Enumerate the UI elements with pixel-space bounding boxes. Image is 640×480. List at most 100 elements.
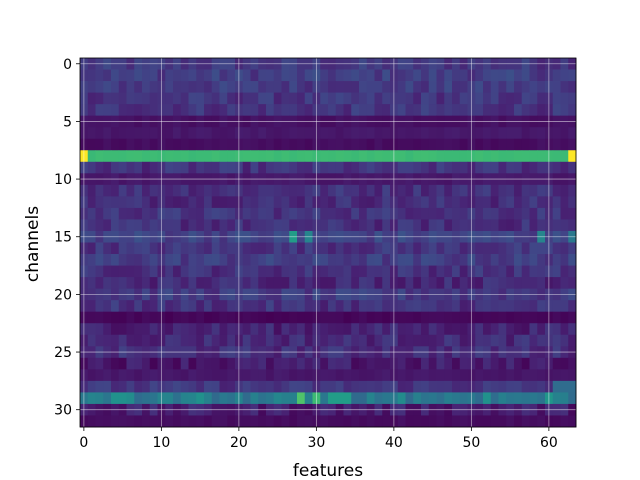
heatmap-cell	[397, 219, 406, 232]
heatmap-cell	[490, 104, 499, 117]
heatmap-cell	[289, 300, 298, 313]
heatmap-cell	[227, 242, 236, 255]
heatmap-cell	[204, 277, 213, 290]
heatmap-cell	[126, 265, 135, 278]
heatmap-cell	[382, 300, 391, 313]
heatmap-cell	[351, 196, 360, 209]
heatmap-cell	[118, 334, 127, 347]
heatmap-cell	[304, 357, 313, 370]
heatmap-cell	[142, 196, 151, 209]
heatmap-cell	[452, 161, 461, 174]
heatmap-cell	[258, 138, 267, 151]
heatmap-cell	[335, 300, 344, 313]
heatmap-cell	[366, 138, 375, 151]
heatmap-cell	[320, 184, 329, 197]
heatmap-cell	[444, 334, 453, 347]
heatmap-cell	[250, 161, 259, 174]
heatmap-cell	[490, 380, 499, 393]
heatmap-cell	[514, 369, 523, 382]
heatmap-cell	[227, 300, 236, 313]
heatmap-cell	[258, 92, 267, 105]
heatmap-cell	[568, 184, 577, 197]
heatmap-cell	[126, 311, 135, 324]
heatmap-cell	[452, 357, 461, 370]
heatmap-cell	[328, 357, 337, 370]
heatmap-cell	[560, 81, 569, 93]
heatmap-cell	[452, 81, 461, 93]
heatmap-cell	[366, 334, 375, 347]
heatmap-cell	[405, 69, 414, 82]
heatmap-cell	[219, 242, 228, 255]
heatmap-cell	[421, 300, 430, 313]
heatmap-cell	[483, 92, 492, 105]
heatmap-cell	[297, 92, 306, 105]
heatmap-cell	[413, 69, 422, 82]
heatmap-cell	[180, 415, 189, 428]
heatmap-cell	[250, 323, 259, 336]
heatmap-cell	[436, 323, 445, 336]
heatmap-cell	[529, 69, 538, 82]
heatmap-cell	[273, 161, 282, 174]
heatmap-cell	[444, 254, 453, 266]
heatmap-cell	[444, 127, 453, 140]
heatmap-cell	[343, 196, 352, 209]
heatmap-cell	[552, 323, 561, 336]
heatmap-cell	[165, 150, 174, 163]
heatmap-cell	[180, 196, 189, 209]
heatmap-cell	[436, 127, 445, 140]
heatmap-cell	[568, 104, 577, 117]
heatmap-cell	[552, 392, 561, 405]
heatmap-cell	[250, 415, 259, 428]
heatmap-cell	[196, 196, 205, 209]
heatmap-cell	[304, 69, 313, 82]
heatmap-cell	[87, 265, 96, 278]
heatmap-cell	[514, 196, 523, 209]
heatmap-cell	[242, 300, 251, 313]
heatmap-cell	[506, 69, 515, 82]
heatmap-cell	[180, 161, 189, 174]
heatmap-cell	[258, 323, 267, 336]
heatmap-cell	[297, 357, 306, 370]
heatmap-cell	[428, 334, 437, 347]
heatmap-cell	[258, 415, 267, 428]
heatmap-cell	[405, 219, 414, 232]
heatmap-cell	[343, 138, 352, 151]
heatmap-cell	[537, 357, 546, 370]
heatmap-cell	[196, 161, 205, 174]
heatmap-cell	[211, 242, 220, 255]
heatmap-cell	[568, 392, 577, 405]
heatmap-cell	[421, 150, 430, 163]
x-axis: 0 10 20 30 40 50 60	[79, 427, 558, 451]
heatmap-cell	[328, 150, 337, 163]
heatmap-cell	[537, 265, 546, 278]
heatmap-cell	[428, 104, 437, 117]
heatmap-cell	[537, 196, 546, 209]
heatmap-cell	[258, 300, 267, 313]
x-tick-label: 10	[152, 435, 170, 451]
x-tick-label: 20	[230, 435, 248, 451]
heatmap-cell	[552, 300, 561, 313]
heatmap-cell	[506, 81, 515, 93]
heatmap-cell	[529, 196, 538, 209]
heatmap-cell	[126, 161, 135, 174]
heatmap-cell	[304, 415, 313, 428]
heatmap-cell	[149, 369, 158, 382]
heatmap-cell	[498, 138, 507, 151]
heatmap-cell	[397, 150, 406, 163]
heatmap-cell	[196, 415, 205, 428]
heatmap-cell	[149, 161, 158, 174]
heatmap-cell	[289, 150, 298, 163]
heatmap-cell	[266, 81, 275, 93]
heatmap-cell	[297, 81, 306, 93]
heatmap-cell	[242, 127, 251, 140]
heatmap-cell	[211, 127, 220, 140]
heatmap-cell	[444, 184, 453, 197]
heatmap-cell	[552, 104, 561, 117]
heatmap-cell	[273, 392, 282, 405]
heatmap-cell	[452, 392, 461, 405]
heatmap-cell	[483, 392, 492, 405]
heatmap-cell	[320, 207, 329, 220]
heatmap-cell	[95, 277, 104, 290]
y-tick-label: 25	[54, 345, 72, 361]
heatmap-cell	[211, 184, 220, 197]
